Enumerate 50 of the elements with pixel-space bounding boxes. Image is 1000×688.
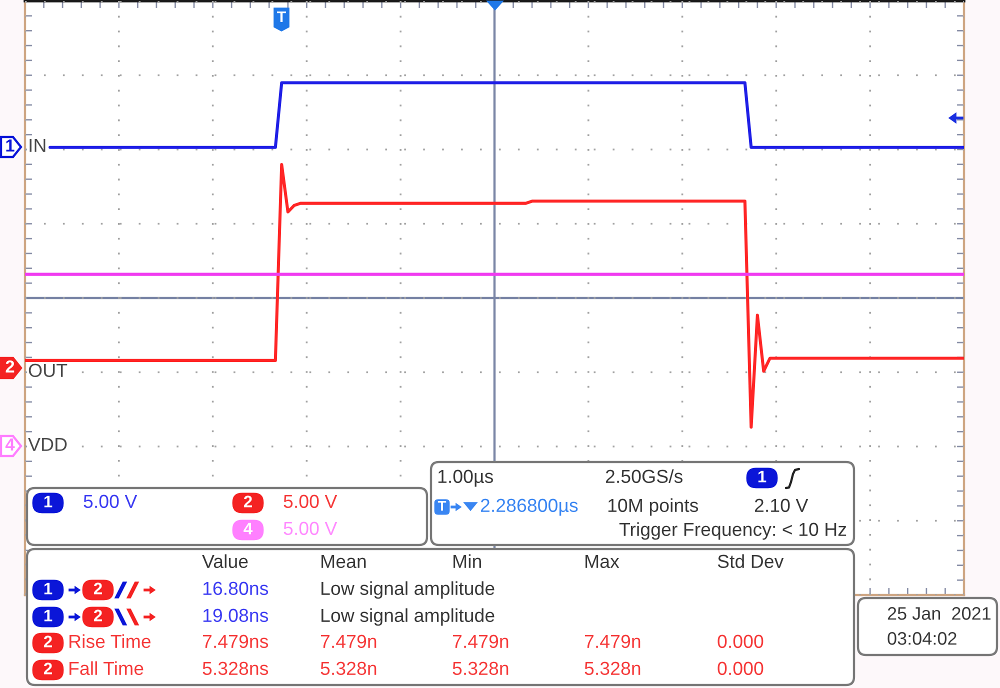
text: 2 xyxy=(44,636,52,648)
text: 5.00 V xyxy=(284,522,338,536)
text: 2 xyxy=(94,610,102,622)
text: VDD xyxy=(28,438,67,451)
text: 7.479n xyxy=(320,634,376,648)
text: 1 xyxy=(44,610,52,622)
text: 2 xyxy=(94,582,102,594)
text: Low signal amplitude xyxy=(322,581,494,599)
text: 0.000 xyxy=(718,662,764,676)
text: 2 xyxy=(44,662,52,674)
text: 5.328n xyxy=(452,662,508,676)
text: 2 xyxy=(244,496,252,508)
text: T xyxy=(277,11,286,22)
text: Rise Time xyxy=(70,634,151,648)
text: Trigger Frequency: < 10 Hz xyxy=(619,522,846,540)
text: 5.328ns xyxy=(202,662,268,676)
text: 16.80ns xyxy=(203,582,268,596)
text: 10M points xyxy=(608,498,698,516)
text: Mean xyxy=(322,554,366,568)
text: Low signal amplitude xyxy=(322,608,494,626)
text: 5.328n xyxy=(584,662,640,676)
text: 2 xyxy=(6,360,14,372)
text: 2.50GS/s xyxy=(606,469,682,484)
text: Std Dev xyxy=(718,554,784,568)
text: 1 xyxy=(44,496,52,508)
text: 1 xyxy=(44,582,52,594)
text: 5.328n xyxy=(320,662,376,676)
text: 5.00 V xyxy=(84,494,138,508)
text: 03:04:02 xyxy=(888,632,956,645)
text: 19.08ns xyxy=(203,608,268,622)
text: 1.00µs xyxy=(438,470,493,487)
text: 0.000 xyxy=(718,634,764,648)
text: 25 Jan 2021 xyxy=(888,607,991,620)
text: 2.286800µs xyxy=(480,498,578,516)
text: 4 xyxy=(244,522,253,534)
text: 1 xyxy=(758,470,766,482)
text: Value xyxy=(202,554,248,568)
text: 7.479ns xyxy=(202,634,268,648)
text: Fall Time xyxy=(70,661,144,676)
text: 4 xyxy=(5,438,15,450)
series-label: IN xyxy=(30,138,46,152)
text: 7.479n xyxy=(452,634,508,648)
series-label: OUT xyxy=(28,364,68,378)
text: 1 xyxy=(6,140,14,152)
text: T xyxy=(438,501,446,511)
text: 7.479n xyxy=(584,634,640,648)
text: Max xyxy=(586,554,620,568)
text: 2.10 V xyxy=(754,498,808,512)
text: Min xyxy=(454,554,481,568)
text: 5.00 V xyxy=(284,494,338,508)
